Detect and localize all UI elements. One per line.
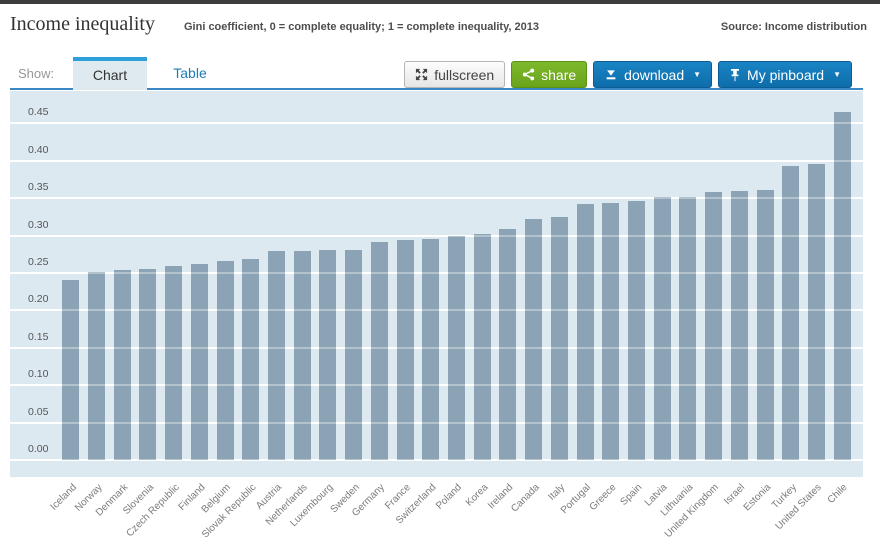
gridline xyxy=(10,159,863,162)
y-axis-tick-label: 0.15 xyxy=(28,330,49,343)
plot-area: 0.00 0.05 0.10 0.15 0.20 0.25 0.30 0.35 0.40 0.45 xyxy=(10,91,863,477)
download-icon xyxy=(604,68,618,81)
x-axis-label: Korea xyxy=(463,482,490,509)
bar-lithuania[interactable] xyxy=(679,196,697,460)
bar-series xyxy=(58,91,855,460)
gridline-overlay xyxy=(10,159,863,162)
bar-slovak-republic[interactable] xyxy=(242,258,260,460)
bar-poland[interactable] xyxy=(448,235,465,460)
x-axis-label: Italy xyxy=(546,482,568,503)
bar-czech-republic[interactable] xyxy=(165,266,183,460)
y-axis-tick-label: 0.00 xyxy=(28,443,49,455)
y-axis-tick-label: 0.45 xyxy=(28,106,49,119)
chevron-down-icon: ▼ xyxy=(833,70,841,79)
gridline xyxy=(10,234,863,237)
bar-turkey[interactable] xyxy=(782,166,800,460)
bar-germany[interactable] xyxy=(370,241,388,460)
bar-luxembourg[interactable] xyxy=(319,249,337,460)
gridline-overlay xyxy=(10,421,863,424)
x-axis-labels: Iceland Norway Denmark Slovenia Czech Republ… xyxy=(48,482,855,537)
expand-arrows-icon xyxy=(415,68,428,81)
y-axis-tick-label: 0.20 xyxy=(28,293,49,306)
my-pinboard-button-label: My pinboard xyxy=(747,66,825,83)
toolbar-buttons: fullscreen xyxy=(404,61,852,88)
download-button[interactable]: download ▼ xyxy=(593,61,713,88)
tab-table[interactable]: Table xyxy=(147,57,233,90)
y-axis-tick-label: 0.05 xyxy=(28,405,49,418)
my-pinboard-button[interactable]: My pinboard ▼ xyxy=(718,61,852,88)
bar-estonia[interactable] xyxy=(756,189,774,460)
bar-denmark[interactable] xyxy=(113,270,131,460)
gridline-overlay xyxy=(10,309,863,312)
tab-table-label: Table xyxy=(173,65,207,81)
share-button[interactable]: share xyxy=(511,61,588,88)
bar-korea[interactable] xyxy=(473,234,491,460)
bar-chile[interactable] xyxy=(833,112,851,460)
bar-finland[interactable] xyxy=(190,264,208,460)
x-axis-label: Chile xyxy=(826,482,850,506)
pin-icon xyxy=(729,68,741,82)
download-button-label: download xyxy=(624,66,685,83)
bar-france[interactable] xyxy=(396,240,414,460)
bar-belgium[interactable] xyxy=(216,261,234,460)
gridline-overlay xyxy=(10,346,863,349)
bar-iceland[interactable] xyxy=(62,279,80,460)
bar-austria[interactable] xyxy=(268,251,286,460)
fullscreen-button[interactable]: fullscreen xyxy=(404,61,506,88)
tab-chart[interactable]: Chart xyxy=(73,57,147,90)
y-axis-tick-label: 0.10 xyxy=(28,368,49,381)
source-label: Source: Income distribution xyxy=(720,21,867,33)
y-axis-tick-label: 0.35 xyxy=(28,181,49,194)
top-rule xyxy=(0,0,880,4)
toolbar: Show: Chart Table ful xyxy=(0,57,880,90)
x-axis-label: Greece xyxy=(587,482,619,513)
share-icon xyxy=(522,68,535,81)
x-axis-label: Poland xyxy=(434,482,465,512)
bar-latvia[interactable] xyxy=(653,197,671,460)
gridline xyxy=(10,459,863,461)
gridline xyxy=(10,122,863,125)
bar-greece[interactable] xyxy=(602,203,620,460)
tab-underline xyxy=(10,88,863,90)
chart-subtitle: Gini coefficient, 0 = complete equality;… xyxy=(184,21,539,33)
bar-italy[interactable] xyxy=(550,216,568,460)
bar-sweden[interactable] xyxy=(345,249,363,460)
y-axis-tick-label: 0.40 xyxy=(28,143,49,156)
fullscreen-button-label: fullscreen xyxy=(434,66,495,83)
gridline-overlay xyxy=(10,234,863,237)
x-axis-label: Canada xyxy=(508,482,542,515)
tab-chart-label: Chart xyxy=(92,67,128,83)
gridline-overlay xyxy=(10,459,863,461)
y-axis-tick-label: 0.25 xyxy=(28,256,49,268)
gridline-overlay xyxy=(10,272,863,274)
bar-united-states[interactable] xyxy=(807,163,825,460)
x-axis-label: Estonia xyxy=(741,482,773,514)
bar-netherlands[interactable] xyxy=(293,250,311,460)
bar-spain[interactable] xyxy=(627,201,645,460)
bar-ireland[interactable] xyxy=(499,228,517,460)
gridline-overlay xyxy=(10,197,863,200)
x-axis-label: Spain xyxy=(618,482,645,508)
header: Income inequality Gini coefficient, 0 = … xyxy=(0,4,880,48)
bar-switzerland[interactable] xyxy=(422,239,440,460)
chevron-down-icon: ▼ xyxy=(693,70,702,79)
gridline-overlay xyxy=(10,122,863,125)
page-title: Income inequality xyxy=(10,13,155,35)
bar-norway[interactable] xyxy=(88,271,106,460)
y-axis-tick-label: 0.30 xyxy=(28,218,49,231)
bar-israel[interactable] xyxy=(730,190,748,460)
gridline xyxy=(10,197,863,200)
bar-canada[interactable] xyxy=(525,219,543,460)
gridline-overlay xyxy=(10,384,863,387)
bar-united-kingdom[interactable] xyxy=(705,192,723,460)
bar-slovenia[interactable] xyxy=(139,269,157,460)
share-button-label: share xyxy=(541,66,577,83)
show-label: Show: xyxy=(18,66,55,81)
bar-portugal[interactable] xyxy=(576,204,594,460)
